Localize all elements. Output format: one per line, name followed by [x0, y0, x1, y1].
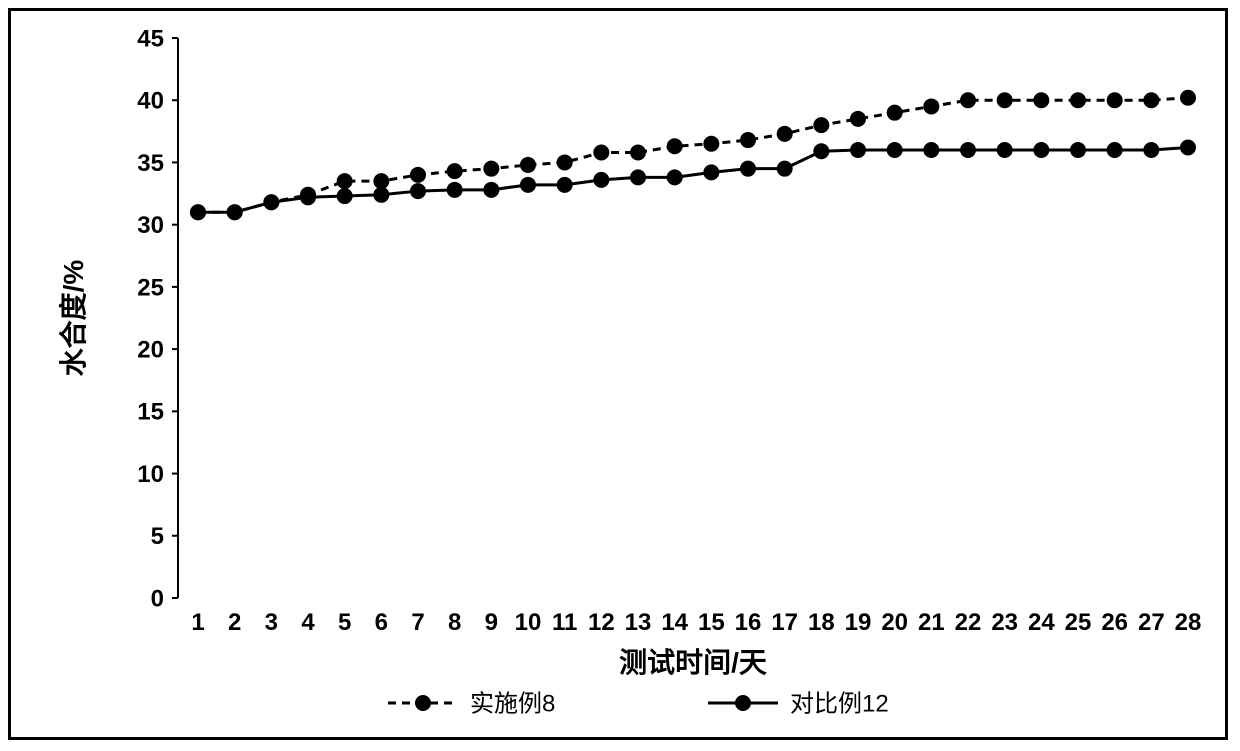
- xtick-label: 1: [191, 609, 204, 636]
- legend-label: 对比例12: [790, 690, 889, 717]
- xtick-label: 16: [735, 609, 762, 636]
- ytick-label: 5: [151, 523, 164, 550]
- xtick-label: 19: [845, 609, 872, 636]
- xtick-label: 12: [588, 609, 615, 636]
- xtick-label: 14: [661, 609, 688, 636]
- series-marker: [337, 173, 353, 189]
- series-marker: [1107, 142, 1123, 158]
- xtick-label: 24: [1028, 609, 1055, 636]
- series-marker: [1107, 92, 1123, 108]
- series-marker: [923, 142, 939, 158]
- xtick-label: 28: [1175, 609, 1202, 636]
- series-marker: [740, 132, 756, 148]
- series-marker: [850, 111, 866, 127]
- series-marker: [447, 182, 463, 198]
- xtick-label: 21: [918, 609, 945, 636]
- series-marker: [887, 105, 903, 121]
- xtick-label: 23: [991, 609, 1018, 636]
- series-marker: [1070, 142, 1086, 158]
- series-marker: [447, 163, 463, 179]
- series-marker: [593, 172, 609, 188]
- xtick-label: 18: [808, 609, 835, 636]
- series-marker: [887, 142, 903, 158]
- series-marker: [960, 92, 976, 108]
- ytick-label: 30: [137, 212, 164, 239]
- series-marker: [997, 92, 1013, 108]
- xtick-label: 9: [485, 609, 498, 636]
- ytick-label: 20: [137, 337, 164, 364]
- x-axis-label: 测试时间/天: [619, 647, 767, 678]
- series-marker: [300, 189, 316, 205]
- series-marker: [740, 161, 756, 177]
- series-marker: [227, 204, 243, 220]
- xtick-label: 6: [375, 609, 388, 636]
- series-marker: [777, 161, 793, 177]
- series-marker: [337, 188, 353, 204]
- series-marker: [557, 177, 573, 193]
- series-marker: [593, 144, 609, 160]
- series-marker: [630, 144, 646, 160]
- series-marker: [1033, 142, 1049, 158]
- xtick-label: 22: [955, 609, 982, 636]
- series-marker: [923, 98, 939, 114]
- xtick-label: 25: [1065, 609, 1092, 636]
- series-marker: [483, 161, 499, 177]
- series-marker: [777, 126, 793, 142]
- chart-svg: 051015202530354045 123456789101112131415…: [8, 8, 1228, 740]
- series-marker: [703, 136, 719, 152]
- series-marker: [1070, 92, 1086, 108]
- xtick-label: 2: [228, 609, 241, 636]
- xtick-label: 20: [881, 609, 908, 636]
- xtick-label: 13: [625, 609, 652, 636]
- ytick-label: 25: [137, 274, 164, 301]
- series-marker: [997, 142, 1013, 158]
- series-marker: [410, 167, 426, 183]
- series-marker: [667, 169, 683, 185]
- legend-label: 实施例8: [470, 690, 555, 717]
- xtick-label: 27: [1138, 609, 1165, 636]
- series-marker: [263, 194, 279, 210]
- ytick-label: 35: [137, 150, 164, 177]
- series-marker: [813, 143, 829, 159]
- ytick-label: 10: [137, 461, 164, 488]
- series-marker: [1143, 92, 1159, 108]
- xtick-label: 17: [771, 609, 798, 636]
- xtick-label: 10: [515, 609, 542, 636]
- xtick-label: 26: [1101, 609, 1128, 636]
- xtick-label: 7: [411, 609, 424, 636]
- xtick-label: 11: [552, 609, 577, 636]
- series-marker: [520, 157, 536, 173]
- series-marker: [960, 142, 976, 158]
- series-marker: [1033, 92, 1049, 108]
- y-axis-label: 水合度/%: [57, 260, 89, 377]
- series-marker: [410, 183, 426, 199]
- series-marker: [190, 204, 206, 220]
- ytick-label: 40: [137, 88, 164, 115]
- series-marker: [1180, 90, 1196, 106]
- legend-marker: [415, 695, 431, 711]
- series-marker: [630, 169, 646, 185]
- series-marker: [557, 154, 573, 170]
- series-marker: [850, 142, 866, 158]
- ytick-label: 15: [137, 399, 164, 426]
- series-marker: [483, 182, 499, 198]
- series-marker: [373, 187, 389, 203]
- legend-marker: [735, 695, 751, 711]
- series-marker: [667, 138, 683, 154]
- series-marker: [520, 177, 536, 193]
- xtick-label: 5: [338, 609, 351, 636]
- series-marker: [1180, 140, 1196, 156]
- series-marker: [1143, 142, 1159, 158]
- xtick-label: 15: [698, 609, 725, 636]
- series-marker: [813, 117, 829, 133]
- series-marker: [703, 164, 719, 180]
- series-marker: [373, 173, 389, 189]
- ytick-label: 45: [137, 25, 164, 52]
- ytick-label: 0: [151, 585, 164, 612]
- xtick-label: 4: [301, 609, 315, 636]
- xtick-label: 8: [448, 609, 461, 636]
- xtick-label: 3: [265, 609, 278, 636]
- hydration-chart: 051015202530354045 123456789101112131415…: [0, 0, 1240, 751]
